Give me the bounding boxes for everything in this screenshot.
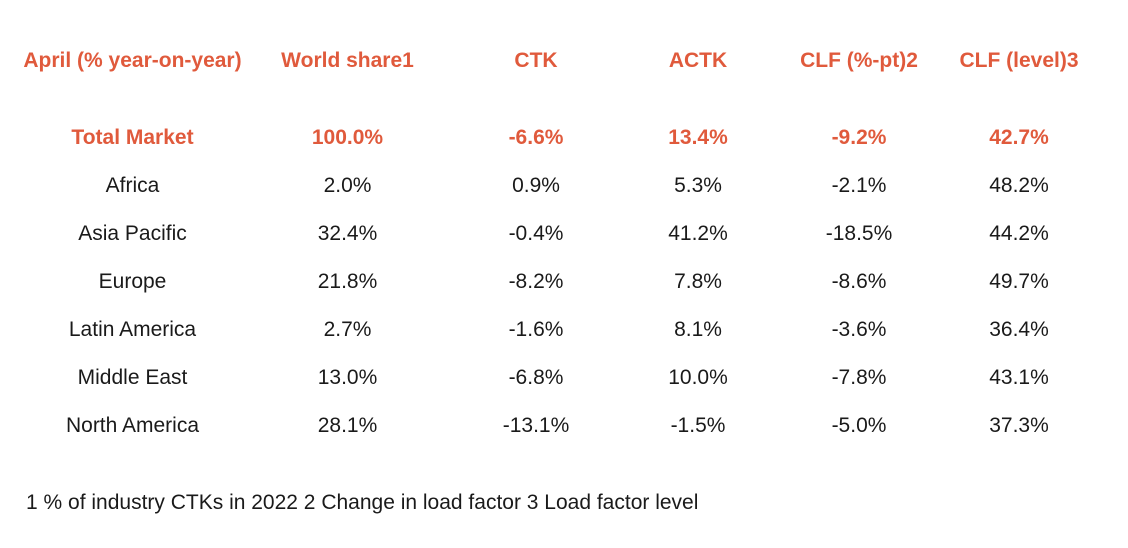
cargo-market-table: April (% year-on-year) World share1 CTK …: [20, 30, 1094, 450]
world-share-cell: 2.0%: [323, 174, 372, 197]
world-share-cell: 100.0%: [311, 126, 384, 149]
table-row: Middle East 13.0% -6.8% 10.0% -7.8% 43.1…: [20, 354, 1094, 402]
footnote: 1 % of industry CTKs in 2022 2 Change in…: [26, 491, 699, 514]
region-cell: Middle East: [77, 366, 188, 389]
clf-pt-cell: -8.6%: [831, 270, 887, 293]
region-cell: Latin America: [68, 318, 197, 341]
clf-level-cell: 44.2%: [989, 222, 1049, 245]
region-cell: Total Market: [71, 126, 194, 149]
region-cell: North America: [65, 414, 200, 437]
ctk-cell: -8.2%: [508, 270, 564, 293]
region-cell: Europe: [98, 270, 167, 293]
header-clf-level: CLF (level)3: [959, 49, 1079, 72]
header-ctk: CTK: [514, 49, 558, 72]
ctk-cell: -0.4%: [508, 222, 564, 245]
ctk-cell: -6.8%: [508, 366, 564, 389]
table-row: Europe 21.8% -8.2% 7.8% -8.6% 49.7%: [20, 258, 1094, 306]
actk-cell: 7.8%: [674, 270, 722, 293]
actk-cell: 10.0%: [668, 366, 728, 389]
ctk-cell: -13.1%: [502, 414, 570, 437]
header-period: April (% year-on-year): [23, 49, 242, 72]
world-share-cell: 32.4%: [317, 222, 378, 245]
header-actk: ACTK: [668, 49, 728, 72]
clf-level-cell: 37.3%: [989, 414, 1049, 437]
region-cell: Asia Pacific: [78, 222, 187, 245]
table-row: Latin America 2.7% -1.6% 8.1% -3.6% 36.4…: [20, 306, 1094, 354]
table-row: Asia Pacific 32.4% -0.4% 41.2% -18.5% 44…: [20, 210, 1094, 258]
region-cell: Africa: [105, 174, 160, 197]
header-clf-pt: CLF (%-pt)2: [800, 49, 918, 72]
clf-level-cell: 36.4%: [989, 318, 1049, 341]
header-world-share: World share1: [281, 49, 414, 72]
clf-level-cell: 48.2%: [989, 174, 1049, 197]
clf-level-cell: 49.7%: [989, 270, 1049, 293]
world-share-cell: 21.8%: [317, 270, 378, 293]
table-row: Africa 2.0% 0.9% 5.3% -2.1% 48.2%: [20, 162, 1094, 210]
clf-level-cell: 42.7%: [989, 126, 1049, 149]
actk-cell: -1.5%: [670, 414, 726, 437]
clf-pt-cell: -5.0%: [831, 414, 887, 437]
world-share-cell: 28.1%: [317, 414, 378, 437]
clf-pt-cell: -18.5%: [825, 222, 893, 245]
world-share-cell: 13.0%: [317, 366, 378, 389]
clf-pt-cell: -9.2%: [831, 126, 887, 149]
actk-cell: 41.2%: [668, 222, 728, 245]
table-row-total-market: Total Market 100.0% -6.6% 13.4% -9.2% 42…: [20, 114, 1094, 162]
clf-level-cell: 43.1%: [989, 366, 1049, 389]
clf-pt-cell: -3.6%: [831, 318, 887, 341]
ctk-cell: -1.6%: [508, 318, 564, 341]
ctk-cell: 0.9%: [512, 174, 560, 197]
world-share-cell: 2.7%: [323, 318, 372, 341]
actk-cell: 8.1%: [674, 318, 722, 341]
actk-cell: 5.3%: [674, 174, 722, 197]
actk-cell: 13.4%: [668, 126, 728, 149]
clf-pt-cell: -2.1%: [831, 174, 887, 197]
ctk-cell: -6.6%: [508, 126, 564, 149]
table-row: North America 28.1% -13.1% -1.5% -5.0% 3…: [20, 402, 1094, 450]
clf-pt-cell: -7.8%: [831, 366, 887, 389]
header-row: April (% year-on-year) World share1 CTK …: [20, 30, 1094, 92]
